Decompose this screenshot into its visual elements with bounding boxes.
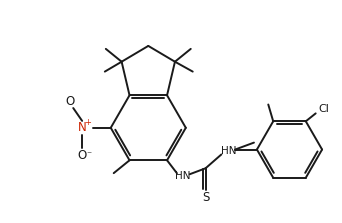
Text: O: O (66, 95, 75, 108)
Text: HN: HN (221, 147, 236, 157)
Text: +: + (84, 118, 91, 127)
Text: S: S (202, 191, 209, 204)
Text: N: N (78, 121, 87, 134)
Text: ⁻: ⁻ (87, 151, 92, 160)
Text: O: O (78, 149, 87, 162)
Text: HN: HN (175, 171, 190, 181)
Text: Cl: Cl (318, 104, 329, 114)
